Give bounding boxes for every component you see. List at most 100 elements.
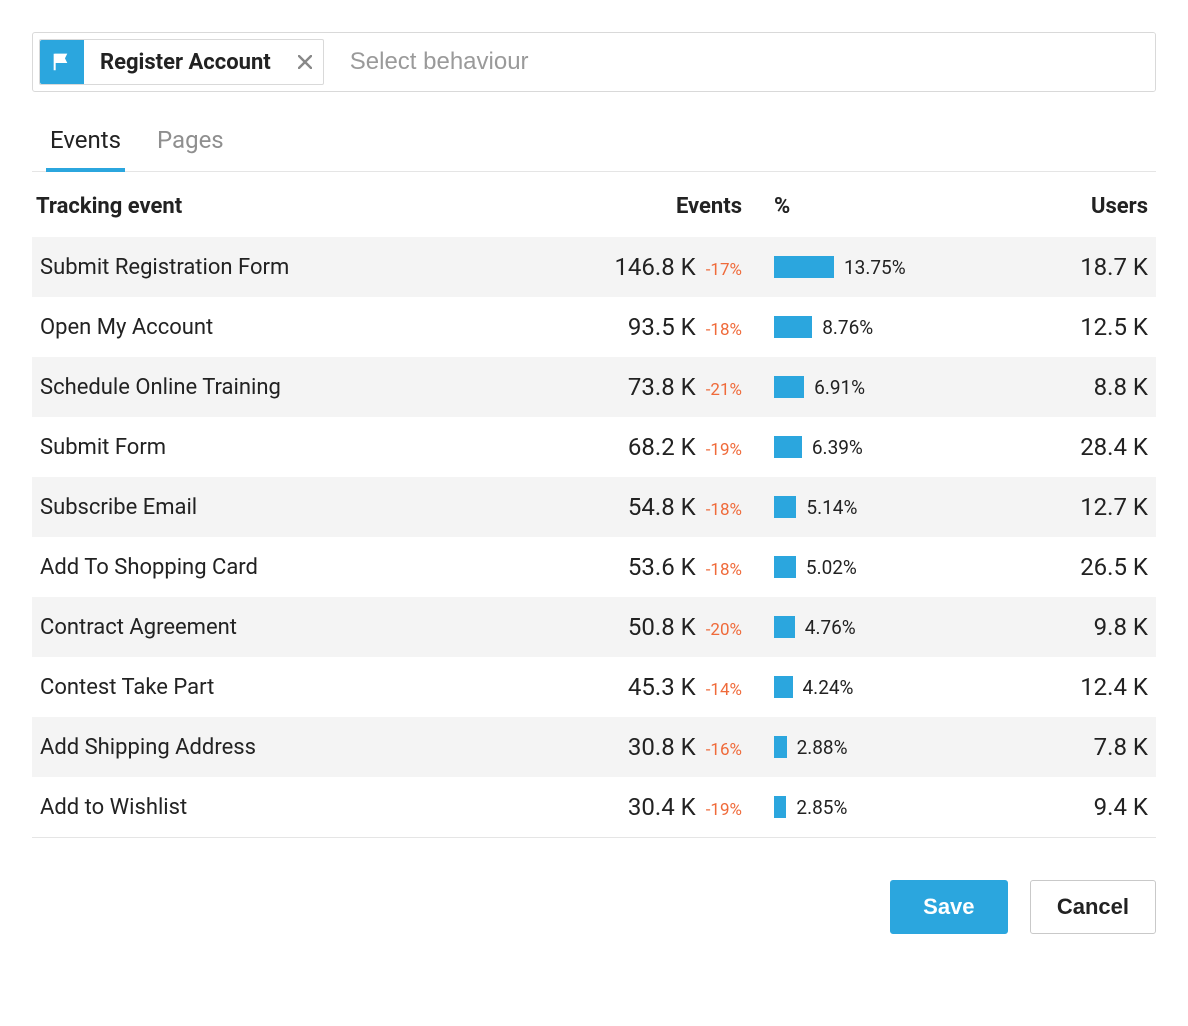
save-button[interactable]: Save [890,880,1008,934]
table-row[interactable]: Contract Agreement 50.8 K -20% 4.76% 9.8 K [32,597,1156,657]
events-value: 73.8 K [628,373,696,401]
pct-bar [774,376,804,398]
pct-bar [774,316,812,338]
cell-events: 50.8 K -20% [572,613,752,641]
col-header-name: Tracking event [36,194,572,219]
cell-events: 30.4 K-19% [572,793,752,821]
filter-bar: Register Account [32,32,1156,92]
cell-users: 12.7 K [992,493,1152,521]
pct-bar [774,256,834,278]
cell-events: 146.8 K -17% [572,253,752,281]
pct-label: 6.91% [814,376,865,399]
table-row[interactable]: Add To Shopping Card 53.6 K -18% 5.02% 26.5 … [32,537,1156,597]
events-delta: -19% [706,800,742,820]
table-row[interactable]: Subscribe Email 54.8 K -18% 5.14% 12.7 K [32,477,1156,537]
cell-pct: 5.02% [752,556,992,579]
events-delta: -14% [706,680,742,700]
cell-name: Contract Agreement [36,615,572,640]
table-row[interactable]: Add Shipping Address 30.8 K -16% 2.88%7.8 K [32,717,1156,777]
events-table: Tracking event Events % Users Submit Reg… [32,172,1156,838]
cell-name: Subscribe Email [36,495,572,520]
cell-pct: 4.76% [752,616,992,639]
pct-label: 4.76% [805,616,856,639]
table-row[interactable]: Open My Account93.5 K-18%8.76%12.5 K [32,297,1156,357]
cell-users: 12.5 K [992,313,1152,341]
tab-events[interactable]: Events [46,120,125,172]
cell-events: 53.6 K -18% [572,553,752,581]
pct-bar [774,796,786,818]
cell-name: Add to Wishlist [36,795,572,820]
pct-label: 13.75% [844,256,906,279]
events-value: 146.8 K [614,253,695,281]
events-value: 93.5 K [628,313,696,341]
cell-pct: 6.91% [752,376,992,399]
cell-users: 18.7 K [992,253,1152,281]
cell-name: Add Shipping Address [36,735,572,760]
filter-chip-label: Register Account [84,50,287,75]
cell-name: Contest Take Part [36,675,572,700]
col-header-users: Users [992,194,1152,219]
table-row[interactable]: Contest Take Part 45.3 K -14% 4.24% 12.4 K [32,657,1156,717]
pct-label: 4.24% [803,676,854,699]
cell-users: 7.8 K [992,733,1152,761]
tabs: Events Pages [32,120,1156,172]
flag-icon [40,40,84,84]
events-value: 30.8 K [628,733,696,761]
table-row[interactable]: Submit Form 68.2 K -19% 6.39% 28.4 K [32,417,1156,477]
cell-users: 26.5 K [992,553,1152,581]
cell-name: Submit Form [36,435,572,460]
pct-label: 2.85% [796,796,847,819]
cell-pct: 4.24% [752,676,992,699]
pct-bar [774,496,796,518]
events-value: 68.2 K [628,433,696,461]
cell-users: 9.8 K [992,613,1152,641]
events-value: 54.8 K [628,493,696,521]
cell-users: 8.8 K [992,373,1152,401]
cell-users: 12.4 K [992,673,1152,701]
cell-events: 54.8 K -18% [572,493,752,521]
pct-bar [774,736,787,758]
cell-events: 45.3 K -14% [572,673,752,701]
cell-users: 28.4 K [992,433,1152,461]
cell-pct: 8.76% [752,316,992,339]
pct-label: 5.14% [806,496,857,519]
cell-events: 30.8 K -16% [572,733,752,761]
cell-users: 9.4 K [992,793,1152,821]
events-delta: -19% [706,440,742,460]
table-row[interactable]: Submit Registration Form 146.8 K -17% 13.75… [32,237,1156,297]
cell-pct: 2.85% [752,796,992,819]
pct-label: 6.39% [812,436,863,459]
events-delta: -17% [706,260,742,280]
cell-pct: 2.88% [752,736,992,759]
pct-bar [774,436,802,458]
events-delta: -18% [706,500,742,520]
close-icon[interactable] [287,55,323,69]
events-delta: -18% [706,560,742,580]
events-value: 45.3 K [628,673,696,701]
cell-events: 93.5 K-18% [572,313,752,341]
cell-name: Schedule Online Training [36,375,572,400]
events-delta: -20% [706,620,742,640]
cell-name: Open My Account [36,315,572,340]
pct-label: 5.02% [806,556,857,579]
table-row[interactable]: Schedule Online Training73.8 K-21%6.91%8… [32,357,1156,417]
events-delta: -16% [706,740,742,760]
tab-pages[interactable]: Pages [153,120,228,171]
pct-bar [774,556,796,578]
filter-chip[interactable]: Register Account [39,39,324,85]
events-value: 50.8 K [628,613,696,641]
table-header: Tracking event Events % Users [32,172,1156,237]
events-value: 53.6 K [628,553,696,581]
cell-name: Add To Shopping Card [36,555,572,580]
table-row[interactable]: Add to Wishlist30.4 K-19% 2.85% 9.4 K [32,777,1156,837]
pct-bar [774,676,793,698]
cell-pct: 13.75% [752,256,992,279]
col-header-events: Events [572,194,752,219]
pct-bar [774,616,795,638]
table-body: Submit Registration Form 146.8 K -17% 13.75… [32,237,1156,837]
behaviour-input[interactable] [330,33,1155,91]
cancel-button[interactable]: Cancel [1030,880,1156,934]
footer: Save Cancel [32,880,1156,934]
cell-name: Submit Registration Form [36,255,572,280]
cell-pct: 6.39% [752,436,992,459]
